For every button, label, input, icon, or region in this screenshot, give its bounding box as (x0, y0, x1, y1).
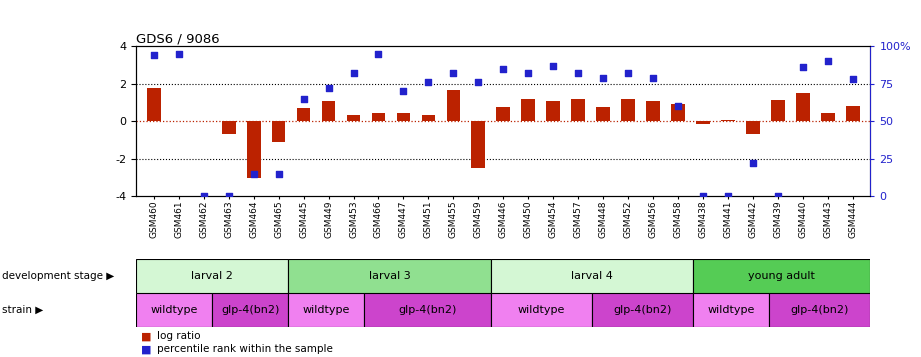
Point (496, 66, 511, 72)
Point (446, 71, 460, 76)
Bar (136, 293, 212, 327)
Point (596, 75, 611, 81)
Text: strain ▶: strain ▶ (2, 305, 43, 315)
Point (720, 193, 735, 199)
Point (321, 86, 336, 91)
Point (371, 51, 386, 57)
Text: ■: ■ (141, 331, 151, 341)
Bar (288, 259, 491, 293)
Point (746, 161, 761, 166)
Point (646, 75, 660, 81)
Bar (136, 259, 288, 293)
Bar (546, 101, 560, 121)
Bar (496, 107, 510, 121)
Bar (746, 121, 760, 134)
Text: log ratio: log ratio (157, 331, 201, 341)
Text: wildtype: wildtype (518, 305, 565, 315)
Text: wildtype: wildtype (151, 305, 198, 315)
Bar (491, 259, 694, 293)
Point (396, 89, 411, 94)
Text: GDS6 / 9086: GDS6 / 9086 (136, 32, 220, 45)
Bar (821, 113, 834, 121)
Text: larval 4: larval 4 (571, 271, 612, 281)
Bar (212, 293, 288, 327)
Bar (397, 113, 411, 121)
Bar (721, 120, 735, 121)
Text: larval 3: larval 3 (368, 271, 410, 281)
Point (796, 65, 810, 70)
Text: young adult: young adult (749, 271, 815, 281)
Text: glp-4(bn2): glp-4(bn2) (613, 305, 671, 315)
Bar (247, 121, 261, 177)
Text: glp-4(bn2): glp-4(bn2) (398, 305, 457, 315)
Bar (647, 101, 660, 121)
Bar (321, 101, 335, 121)
Bar (288, 293, 364, 327)
Point (297, 96, 311, 102)
Bar (596, 107, 610, 121)
Point (421, 80, 436, 85)
Bar (694, 259, 870, 293)
Point (621, 71, 635, 76)
Point (546, 63, 561, 69)
Bar (422, 115, 436, 121)
Bar (297, 108, 310, 121)
Point (845, 76, 860, 82)
Bar (364, 293, 491, 327)
Text: wildtype: wildtype (707, 305, 755, 315)
Bar (671, 104, 685, 121)
Point (171, 51, 186, 57)
Text: wildtype: wildtype (302, 305, 350, 315)
Bar (346, 115, 360, 121)
Text: glp-4(bn2): glp-4(bn2) (221, 305, 279, 315)
Bar (491, 293, 592, 327)
Text: larval 2: larval 2 (192, 271, 233, 281)
Point (695, 193, 710, 199)
Point (196, 193, 211, 199)
Point (670, 104, 685, 109)
Point (346, 71, 361, 76)
Bar (771, 100, 785, 121)
Bar (846, 106, 859, 121)
Point (771, 193, 786, 199)
Bar (147, 88, 160, 121)
Bar (272, 121, 286, 142)
Bar (769, 293, 870, 327)
Point (471, 80, 485, 85)
Bar (222, 121, 236, 135)
Point (246, 171, 261, 177)
Bar (796, 93, 810, 121)
Point (521, 71, 536, 76)
Text: development stage ▶: development stage ▶ (2, 271, 114, 281)
Point (146, 52, 161, 58)
Bar (372, 113, 385, 121)
Point (272, 171, 286, 177)
Bar (696, 121, 710, 124)
Bar (472, 121, 485, 168)
Bar (447, 90, 460, 121)
Text: glp-4(bn2): glp-4(bn2) (790, 305, 849, 315)
Text: percentile rank within the sample: percentile rank within the sample (157, 344, 333, 354)
Point (821, 59, 835, 64)
Bar (622, 99, 635, 121)
Bar (571, 99, 585, 121)
Bar (521, 99, 535, 121)
Bar (694, 293, 769, 327)
Text: ■: ■ (141, 344, 151, 354)
Bar (592, 293, 694, 327)
Point (221, 193, 236, 199)
Point (571, 71, 586, 76)
